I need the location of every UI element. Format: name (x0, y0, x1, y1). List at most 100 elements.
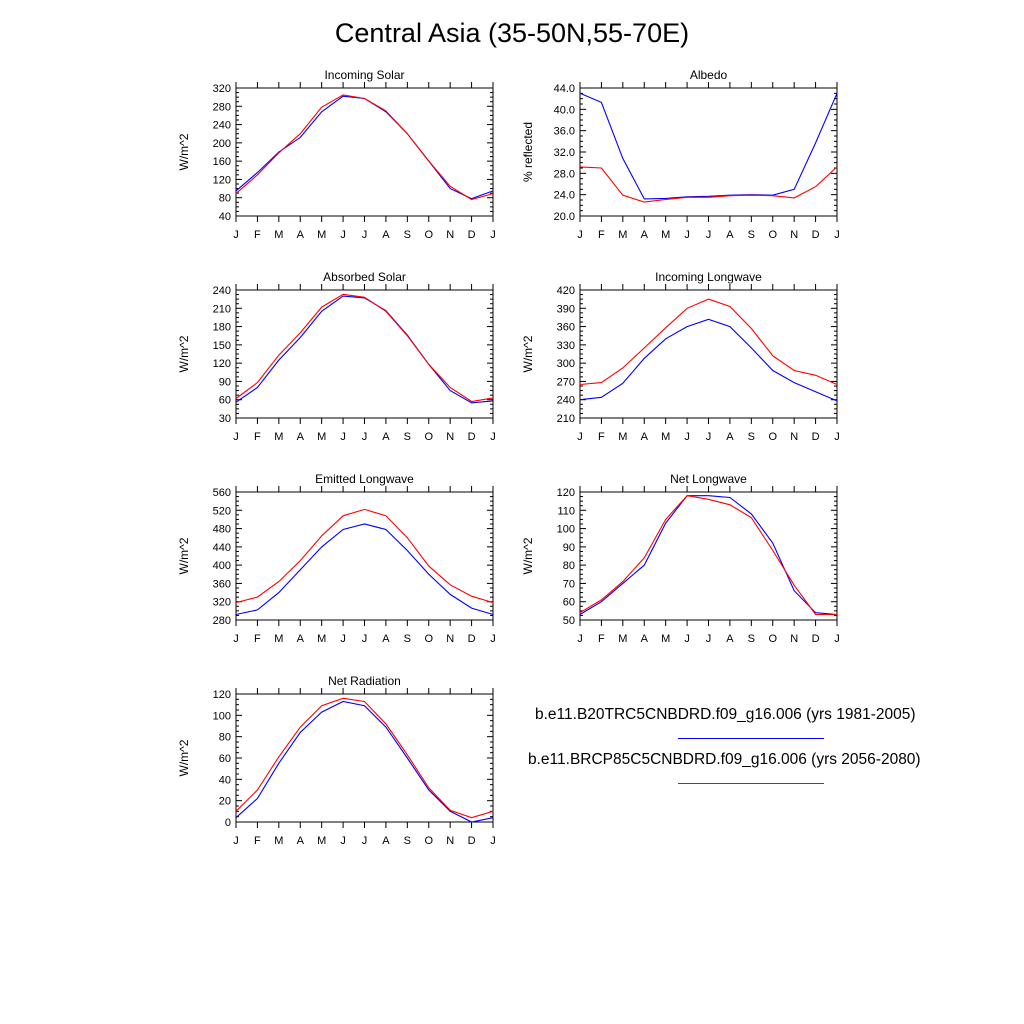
page-title: Central Asia (35-50N,55-70E) (334, 18, 690, 48)
x-tick-label: D (812, 633, 820, 645)
y-tick-label: 240 (213, 120, 231, 132)
series-line-2 (235, 94, 494, 201)
x-tick-label: J (362, 431, 368, 443)
y-tick-label: 40.0 (554, 104, 575, 116)
y-tick-label: 28.0 (554, 168, 575, 180)
x-tick-label: J (834, 633, 840, 645)
plot-frame (235, 491, 494, 621)
x-tick-label: A (641, 229, 649, 241)
y-tick-label: 270 (557, 376, 575, 388)
x-tick-label: D (468, 431, 476, 443)
y-tick-label: 320 (213, 83, 231, 95)
x-tick-label: M (274, 633, 283, 645)
x-tick-label: J (340, 835, 346, 847)
x-tick-label: A (726, 633, 734, 645)
y-tick-label: 200 (213, 138, 231, 150)
chart-panel: Emitted Longwave 280 320 360 400 440 480 520 560… (177, 472, 496, 645)
plot-frame (579, 289, 838, 419)
x-tick-label: A (297, 229, 305, 241)
series-line-2 (235, 293, 494, 403)
x-tick-label: M (661, 633, 670, 645)
y-tick-label: 60 (563, 597, 575, 609)
x-tick-label: J (490, 229, 496, 241)
x-tick-label: J (233, 431, 239, 443)
x-tick-label: J (340, 229, 346, 241)
y-tick-label: 60 (219, 395, 231, 407)
x-tick-label: N (790, 431, 798, 443)
series-line-1 (579, 318, 838, 402)
y-tick-label: 0 (225, 817, 231, 829)
x-tick-label: N (790, 229, 798, 241)
y-tick-label: 24.0 (554, 190, 575, 202)
x-tick-label: A (382, 633, 390, 645)
y-axis-label: W/m^2 (521, 335, 535, 372)
x-tick-label: M (274, 229, 283, 241)
x-tick-label: A (382, 835, 390, 847)
x-tick-label: A (641, 431, 649, 443)
y-tick-label: 210 (213, 303, 231, 315)
x-tick-label: N (446, 633, 454, 645)
y-tick-label: 36.0 (554, 126, 575, 138)
series-line-1 (235, 523, 494, 616)
y-tick-label: 120 (213, 174, 231, 186)
y-tick-label: 440 (213, 542, 231, 554)
x-tick-label: M (618, 633, 627, 645)
x-tick-label: M (661, 431, 670, 443)
y-tick-label: 400 (213, 560, 231, 572)
y-tick-label: 390 (557, 303, 575, 315)
x-tick-label: F (254, 835, 261, 847)
x-tick-label: O (424, 431, 433, 443)
chart-title: Net Longwave (670, 472, 747, 486)
y-axis-label: W/m^2 (177, 537, 191, 574)
x-tick-label: J (362, 229, 368, 241)
y-tick-label: 80 (219, 193, 231, 205)
x-tick-label: S (748, 633, 755, 645)
chart-title: Incoming Solar (324, 68, 404, 82)
x-tick-label: J (490, 633, 496, 645)
legend-swatch-series-1 (678, 738, 824, 739)
x-tick-label: J (233, 835, 239, 847)
x-tick-label: D (812, 431, 820, 443)
y-tick-label: 70 (563, 578, 575, 590)
x-tick-label: J (684, 229, 690, 241)
series-line-1 (235, 700, 494, 823)
x-tick-label: M (661, 229, 670, 241)
y-tick-label: 420 (557, 285, 575, 297)
x-tick-label: J (834, 431, 840, 443)
y-tick-label: 110 (557, 505, 575, 517)
x-tick-label: S (404, 633, 411, 645)
y-axis-label: W/m^2 (177, 335, 191, 372)
x-tick-label: J (233, 633, 239, 645)
x-tick-label: D (468, 229, 476, 241)
plot-frame (235, 87, 494, 217)
x-tick-label: F (598, 633, 605, 645)
y-tick-label: 50 (563, 615, 575, 627)
x-tick-label: O (768, 431, 777, 443)
x-tick-label: F (254, 229, 261, 241)
y-tick-label: 90 (563, 542, 575, 554)
y-tick-label: 240 (557, 395, 575, 407)
series-line-2 (579, 495, 837, 616)
x-tick-label: D (468, 633, 476, 645)
x-tick-label: A (726, 431, 734, 443)
x-tick-label: O (768, 229, 777, 241)
y-tick-label: 32.0 (554, 147, 575, 159)
y-tick-label: 300 (557, 358, 575, 370)
y-tick-label: 20.0 (554, 211, 575, 223)
chart-title: Incoming Longwave (655, 270, 762, 284)
legend-label-series-2: b.e11.BRCP85C5CNBDRD.f09_g16.006 (yrs 20… (528, 751, 921, 768)
plot-frame (579, 491, 838, 621)
y-tick-label: 520 (213, 505, 231, 517)
y-tick-label: 90 (219, 376, 231, 388)
x-tick-label: J (834, 229, 840, 241)
x-tick-label: M (618, 431, 627, 443)
x-tick-label: A (297, 431, 305, 443)
y-tick-label: 120 (213, 358, 231, 370)
y-tick-label: 280 (213, 101, 231, 113)
legend-swatch-series-2 (678, 783, 824, 784)
series-line-1 (235, 295, 494, 404)
